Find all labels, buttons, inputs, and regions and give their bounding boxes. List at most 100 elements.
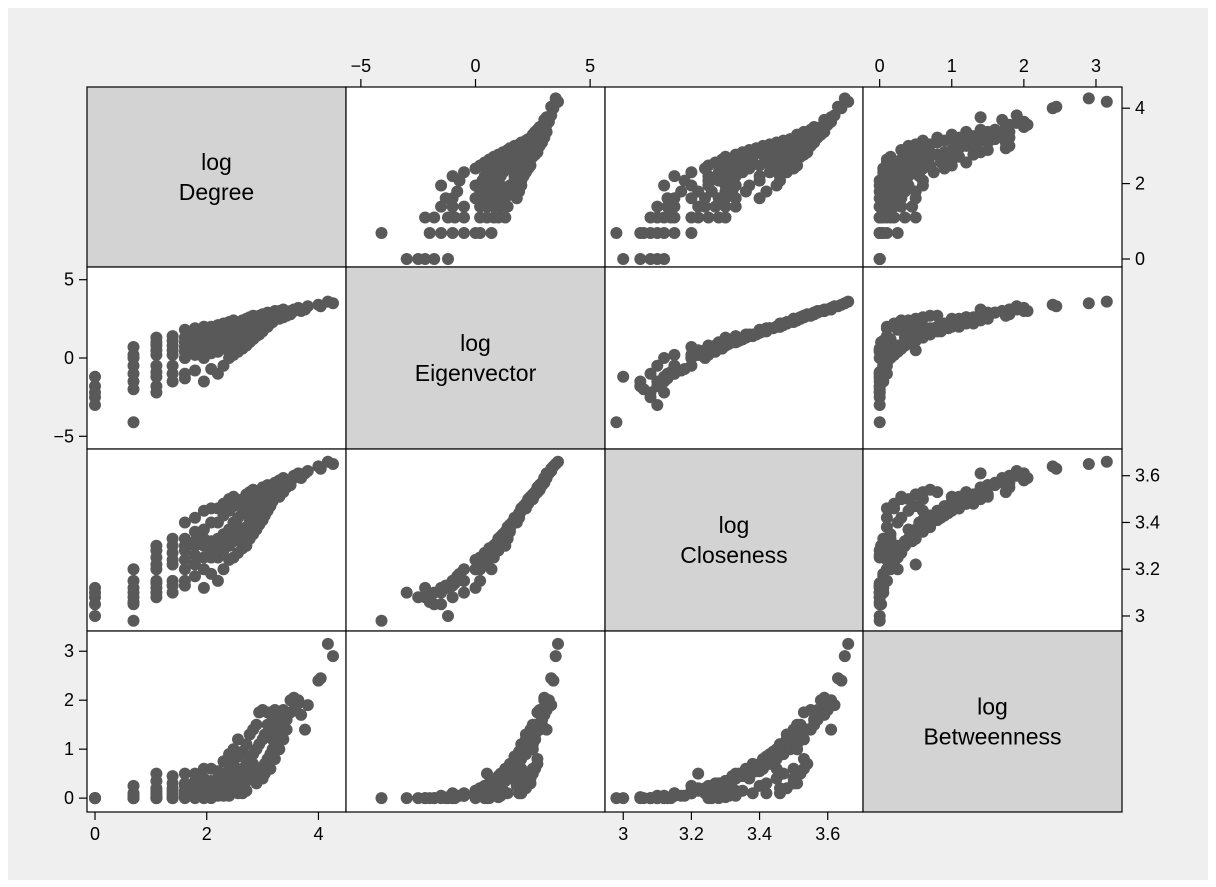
data-point [268, 753, 281, 765]
tick-label: 0 [875, 56, 885, 76]
panel-closeness-vs-betweenness [862, 448, 1123, 632]
data-point [314, 672, 327, 685]
panel-degree-vs-degree [86, 86, 347, 268]
data-point [178, 345, 191, 358]
tick-label: 1 [64, 739, 74, 759]
data-point [931, 131, 944, 144]
data-point [884, 333, 897, 346]
data-point [1100, 95, 1113, 108]
data-point [166, 787, 179, 800]
data-point [664, 211, 677, 224]
data-point [898, 211, 911, 224]
data-point [435, 581, 448, 594]
data-point [166, 334, 179, 347]
panel-eigenvector-vs-betweenness [862, 266, 1123, 450]
data-point [996, 472, 1009, 484]
data-point [791, 743, 804, 756]
data-point [127, 596, 140, 608]
data-point [880, 563, 893, 576]
data-point [481, 211, 493, 224]
data-point [661, 192, 674, 205]
data-point [89, 792, 101, 805]
data-point [685, 166, 698, 179]
data-point [637, 227, 650, 239]
data-point [419, 253, 432, 265]
data-point [178, 553, 191, 566]
data-point [419, 211, 432, 224]
data-point [842, 637, 855, 650]
data-point [127, 563, 140, 576]
panel-degree-vs-betweenness [862, 86, 1123, 268]
data-point [880, 511, 893, 524]
data-point [89, 399, 101, 411]
data-point [442, 610, 454, 622]
data-point [685, 787, 698, 800]
data-point [189, 570, 201, 583]
data-point [400, 792, 413, 805]
data-point [435, 598, 448, 611]
left-axis-eigenvector: −5 0 5 [53, 270, 87, 446]
data-point [960, 311, 973, 324]
data-point [1100, 295, 1113, 308]
data-point [150, 558, 163, 571]
data-point [277, 733, 290, 746]
tick-label: 2 [64, 690, 74, 710]
panel-betweenness-vs-closeness [604, 630, 864, 813]
data-point [1082, 297, 1095, 310]
data-point [150, 336, 163, 349]
panel-closeness-vs-closeness [604, 448, 864, 632]
variable-label: log [460, 330, 491, 356]
data-point [549, 458, 562, 470]
data-point [299, 723, 311, 736]
data-point [610, 416, 623, 429]
data-point [531, 723, 544, 736]
data-point [1050, 100, 1063, 113]
data-point [428, 253, 441, 265]
data-point [178, 516, 191, 529]
data-point [692, 211, 705, 224]
data-point [884, 528, 897, 541]
data-point [189, 767, 201, 780]
data-point [974, 123, 987, 136]
panel-frame [862, 266, 1123, 450]
data-point [458, 200, 470, 213]
panel-closeness-vs-eigenvector [345, 448, 606, 632]
variable-label: Eigenvector [415, 360, 537, 386]
tick-label: −5 [53, 426, 74, 446]
data-point [549, 92, 562, 105]
data-point [610, 792, 623, 805]
data-point [808, 121, 821, 133]
tick-label: 2 [1135, 174, 1145, 194]
data-point [699, 200, 711, 213]
data-point [658, 375, 671, 388]
data-point [469, 563, 482, 576]
data-point [818, 708, 831, 721]
data-point [719, 200, 732, 213]
panel-betweenness-vs-eigenvector [345, 630, 606, 813]
data-point [873, 211, 886, 224]
data-point [150, 380, 163, 393]
data-point [960, 125, 973, 138]
tick-label: −5 [351, 56, 372, 76]
data-point [375, 227, 388, 239]
panel-betweenness-vs-degree [86, 630, 347, 813]
right-axis-closeness: 3 3.2 3.4 3.6 [1122, 466, 1160, 626]
panel-frame [86, 86, 347, 268]
data-point [743, 179, 756, 192]
data-point [1010, 109, 1023, 122]
tick-label: 0 [90, 824, 100, 844]
data-point [540, 723, 553, 736]
tick-label: 3.4 [747, 824, 772, 844]
data-point [89, 386, 101, 399]
data-point [746, 787, 759, 800]
data-point [873, 253, 886, 265]
data-point [240, 784, 253, 797]
panel-degree-vs-eigenvector [345, 86, 606, 268]
data-point [189, 558, 201, 571]
data-point [974, 111, 987, 124]
data-point [280, 723, 293, 736]
data-point [419, 591, 432, 604]
panel-frame [345, 86, 606, 268]
tick-label: 4 [1135, 98, 1145, 118]
